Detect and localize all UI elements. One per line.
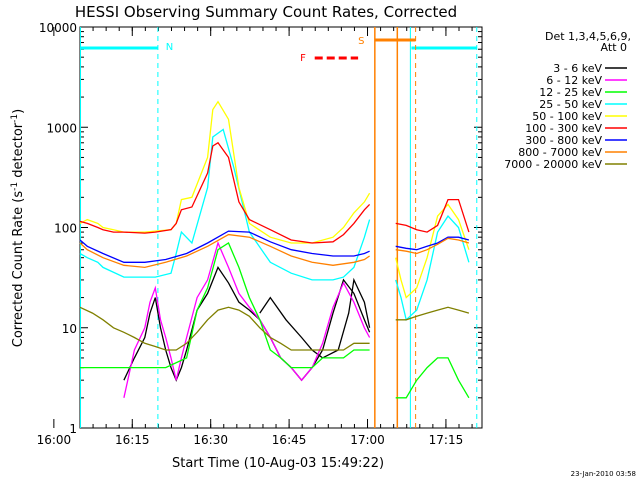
legend-header-line2: Att 0 [601,41,627,54]
x-tick-label: 16:45 [272,433,307,447]
legend-entry-label: 6 - 12 keV [546,74,602,87]
series-25-50-kev-line-segment2 [395,215,470,322]
series-300-800-kev-line [79,230,370,263]
series-12-25-kev-line [80,242,370,369]
series-6-12-kev-line [123,241,371,398]
x-tick-label: 17:15 [429,433,464,447]
y-axis-label-exp1: -1 [10,182,20,191]
legend-entry-label: 800 - 7000 keV [518,146,602,159]
series-12-25-kev-line-segment2 [395,357,470,399]
y-tick-label: 100 [54,222,77,236]
flare-marker-label: F [300,53,306,64]
y-axis-label-part2: detector [11,122,26,182]
x-tick-label: 16:15 [115,433,150,447]
y-axis-label-exp2: -1 [10,114,20,123]
y-tick-label: 10000 [39,21,77,35]
series-300-800-kev-line-segment2 [395,236,470,251]
y-axis-label-part1: Corrected Count Rate (s [11,191,26,348]
y-axis-ticks: 1 10 100 1000 10000 [39,21,482,436]
series-lines [79,100,470,399]
series-7000-20000-kev-line-segment2 [395,306,470,321]
y-tick-label: 1 [69,422,77,436]
legend-entry-label: 100 - 300 keV [525,122,602,135]
legend-header-line1: Det 1,3,4,5,6,9, [545,30,631,43]
y-tick-label: 10 [62,322,77,336]
series-3-6-kev-line-segment2 [123,266,371,382]
series-50-100-kev-line-segment2 [395,203,470,299]
y-tick-label: 1000 [46,121,77,135]
series-50-100-kev-line [79,100,371,244]
legend-entry-label: 12 - 25 keV [539,86,602,99]
x-axis-ticks: 16:00 16:15 16:30 16:45 17:00 17:15 [37,27,473,447]
legend-entry-label: 300 - 800 keV [525,134,602,147]
x-tick-label: 16:00 [37,433,72,447]
chart-title: HESSI Observing Summary Count Rates, Cor… [75,3,457,21]
series-100-300-kev-line [79,141,371,244]
saa-marker-label: S [358,36,364,47]
x-tick-label: 17:00 [350,433,385,447]
legend-entry-label: 50 - 100 keV [532,110,602,123]
legend-entry-label: 7000 - 20000 keV [504,158,602,171]
x-axis-label: Start Time (10-Aug-03 15:49:22) [172,456,384,471]
legend-entry-label: 3 - 6 keV [553,62,602,75]
x-tick-label: 16:30 [193,433,228,447]
generated-timestamp: 23-Jan-2010 03:58 [571,470,636,478]
series-800-7000-kev-line-segment2 [395,237,470,255]
night-marker-label: N [166,42,173,53]
y-axis-label: Corrected Count Rate (s-1 detector-1) [10,109,26,347]
y-axis-label-part3: ) [11,109,26,114]
series-800-7000-kev-line [79,233,370,269]
series-100-300-kev-line-segment2 [395,198,470,233]
legend-entry-label: 25 - 50 keV [539,98,602,111]
series-7000-20000-kev-line [79,306,370,351]
